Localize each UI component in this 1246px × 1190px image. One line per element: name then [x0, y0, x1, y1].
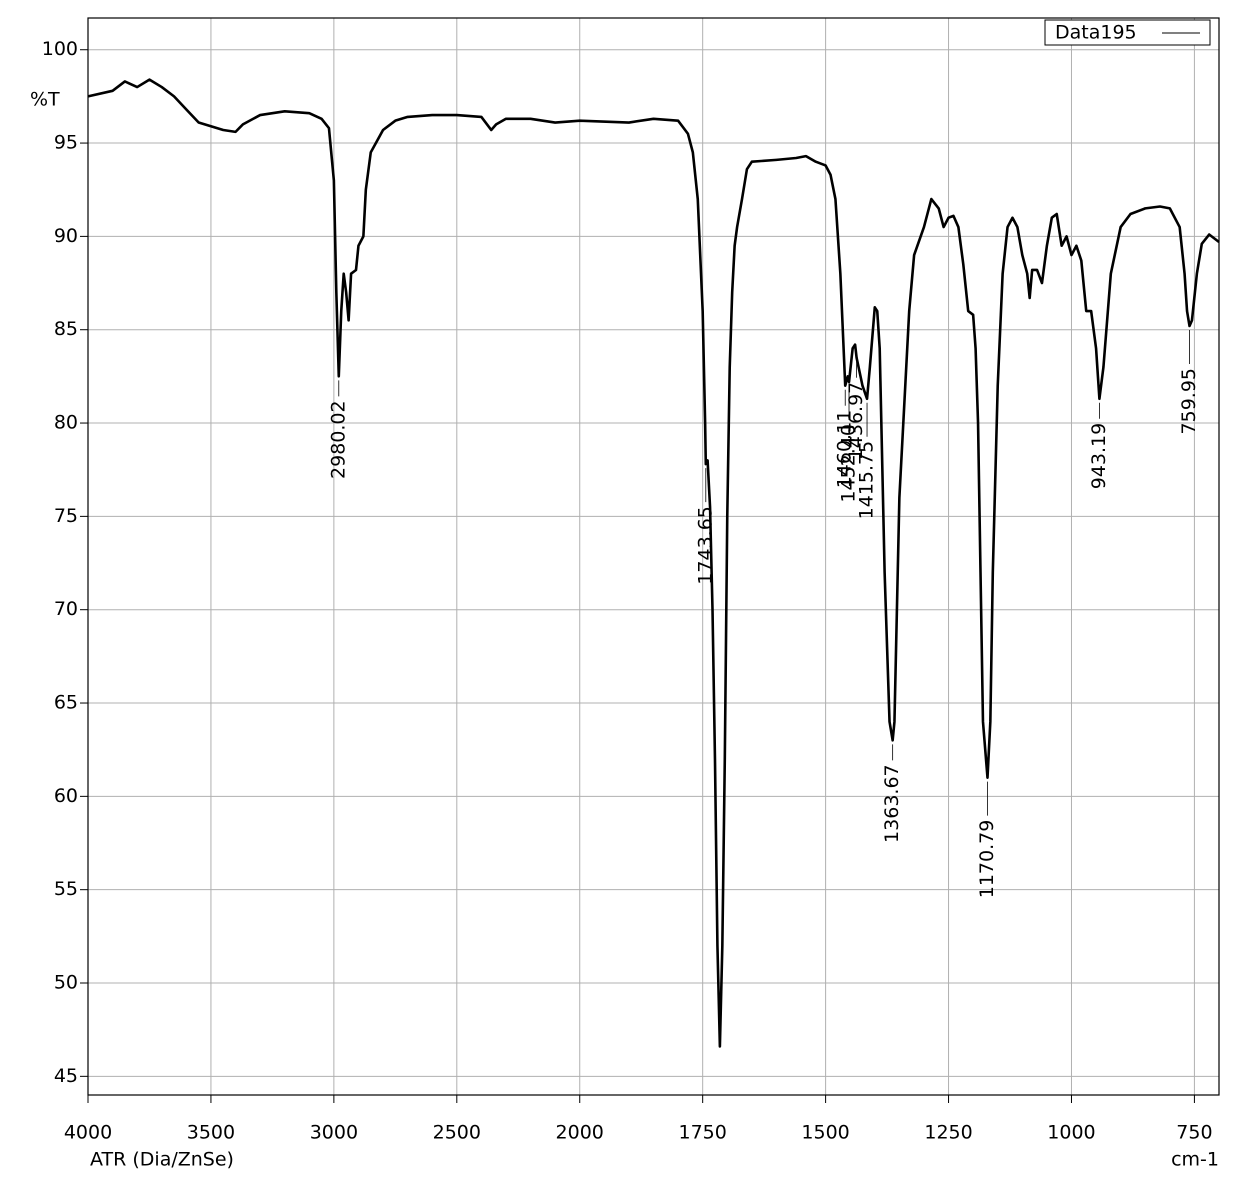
- x-tick-label: 2000: [556, 1122, 604, 1144]
- y-tick-label: 70: [54, 598, 78, 620]
- y-tick-label: 60: [54, 785, 78, 807]
- x-tick-label: 3000: [310, 1122, 358, 1144]
- x-tick-label: 1750: [678, 1122, 726, 1144]
- x-tick-label: 1250: [924, 1122, 972, 1144]
- y-tick-label: 50: [54, 972, 78, 994]
- y-tick-label: 100: [42, 38, 78, 60]
- peak-label: 1743.65: [694, 506, 716, 585]
- x-tick-label: 4000: [64, 1122, 112, 1144]
- peak-label: 1436.97: [845, 382, 867, 461]
- y-tick-label: 90: [54, 225, 78, 247]
- y-tick-label: 85: [54, 318, 78, 340]
- footnote: ATR (Dia/ZnSe): [90, 1149, 234, 1171]
- y-tick-label: 65: [54, 692, 78, 714]
- y-tick-label: 95: [54, 132, 78, 154]
- peak-label: 1460.11: [834, 410, 856, 489]
- x-tick-label: 1500: [801, 1122, 849, 1144]
- y-tick-label: 75: [54, 505, 78, 527]
- peak-label: 1452.40: [838, 424, 860, 503]
- peak-label: 759.95: [1178, 368, 1200, 434]
- x-axis-label: cm-1: [1171, 1149, 1219, 1171]
- peak-label: 1415.75: [856, 441, 878, 520]
- peak-label: 1363.67: [881, 764, 903, 843]
- x-tick-label: 1000: [1047, 1122, 1095, 1144]
- peak-label: 2980.02: [327, 400, 349, 479]
- y-axis-label: %T: [30, 89, 60, 111]
- y-tick-label: 55: [54, 878, 78, 900]
- y-tick-label: 80: [54, 412, 78, 434]
- peak-label: 1170.79: [976, 820, 998, 899]
- spectrum-line: [87, 78, 1220, 1048]
- x-tick-label: 3500: [187, 1122, 235, 1144]
- x-tick-label: 750: [1176, 1122, 1212, 1144]
- x-tick-label: 2500: [433, 1122, 481, 1144]
- legend-label: Data195: [1055, 22, 1137, 44]
- plot-frame: [87, 17, 1220, 1096]
- y-tick-label: 45: [54, 1065, 78, 1087]
- peak-label: 943.19: [1088, 423, 1110, 489]
